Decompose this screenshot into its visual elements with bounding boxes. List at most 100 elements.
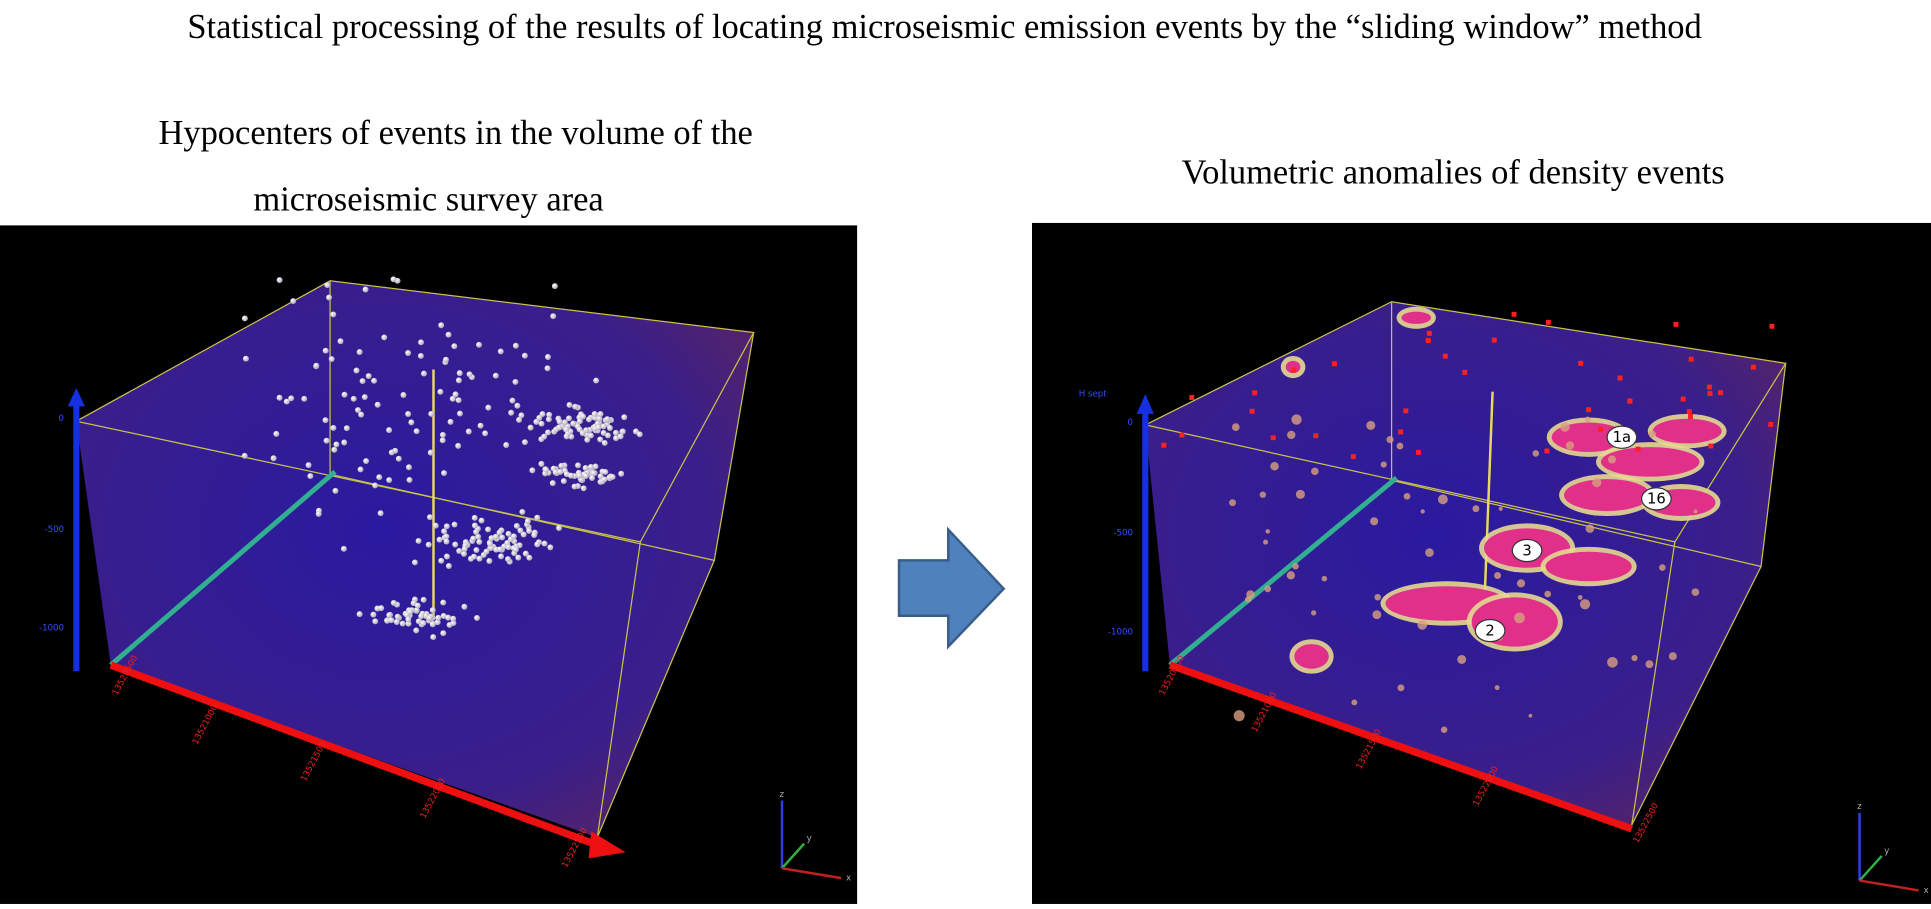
event-marker	[1598, 426, 1603, 432]
event-hypocenter	[543, 466, 550, 473]
event-hypocenter	[514, 402, 521, 409]
event-hypocenter	[288, 395, 295, 402]
triad-label: x	[846, 874, 851, 884]
event-hypocenter	[583, 427, 590, 434]
box-edges	[74, 280, 755, 838]
event-marker	[1627, 398, 1633, 404]
event-hypocenter	[476, 538, 483, 545]
event-hypocenter	[370, 611, 377, 618]
event-hypocenter	[522, 550, 529, 557]
event-hypocenter	[413, 428, 420, 435]
small-anomaly	[1691, 588, 1700, 596]
small-anomaly	[1287, 430, 1296, 440]
event-hypocenter	[434, 619, 441, 626]
small-anomaly	[1396, 442, 1404, 450]
event-hypocenter	[470, 535, 477, 542]
event-hypocenter	[609, 474, 616, 480]
event-hypocenter	[276, 277, 283, 284]
event-hypocenter	[487, 540, 494, 547]
right-caption: Volumetric anomalies of density events	[1182, 154, 1725, 192]
event-hypocenter	[441, 528, 448, 535]
x-axis	[109, 661, 605, 851]
z-arrow	[1136, 394, 1154, 414]
event-hypocenter	[545, 416, 552, 423]
event-hypocenter	[544, 365, 551, 372]
event-hypocenter	[517, 527, 524, 534]
small-anomaly	[1291, 414, 1302, 425]
x-axis	[1168, 661, 1633, 833]
event-hypocenter	[534, 514, 541, 521]
event-hypocenter	[580, 485, 587, 492]
event-marker	[1161, 442, 1167, 448]
small-anomaly	[1544, 590, 1552, 598]
event-hypocenter	[414, 602, 421, 609]
event-hypocenter	[411, 559, 418, 566]
event-hypocenter	[575, 462, 581, 469]
small-anomaly	[1592, 477, 1602, 488]
event-marker	[1252, 390, 1258, 396]
event-hypocenter	[451, 521, 458, 528]
event-hypocenter	[415, 618, 422, 625]
event-hypocenter	[450, 620, 457, 626]
event-hypocenter	[613, 435, 619, 442]
small-anomaly	[1229, 499, 1236, 507]
event-marker	[1617, 375, 1623, 381]
event-hypocenter	[427, 514, 433, 521]
event-hypocenter	[538, 460, 545, 467]
event-hypocenter	[636, 431, 643, 438]
event-hypocenter	[400, 392, 407, 398]
event-hypocenter	[582, 465, 589, 471]
event-hypocenter	[408, 419, 415, 426]
event-hypocenter	[449, 395, 456, 402]
event-marker	[1718, 390, 1724, 396]
event-hypocenter	[428, 410, 435, 417]
event-hypocenter	[541, 540, 548, 547]
depth-label: -500	[44, 525, 64, 535]
small-anomaly	[1417, 619, 1428, 630]
event-hypocenter	[556, 525, 562, 531]
event-hypocenter	[600, 429, 607, 436]
event-hypocenter	[413, 627, 420, 634]
small-anomaly	[1494, 685, 1500, 691]
event-hypocenter	[499, 534, 506, 541]
event-hypocenter	[596, 415, 603, 422]
event-hypocenter	[386, 612, 393, 619]
event-hypocenter	[381, 334, 388, 341]
event-hypocenter	[395, 455, 402, 462]
event-hypocenter	[450, 615, 457, 622]
small-anomaly	[1403, 492, 1411, 500]
event-hypocenter	[313, 362, 320, 369]
event-hypocenter	[443, 538, 450, 545]
small-anomaly	[1380, 461, 1387, 468]
small-anomaly	[1584, 416, 1591, 423]
event-marker	[1313, 433, 1319, 439]
event-marker	[1708, 443, 1714, 449]
small-anomaly	[1498, 506, 1503, 511]
density-anomaly	[1285, 360, 1301, 374]
event-hypocenter	[510, 533, 517, 540]
event-hypocenter	[509, 397, 516, 404]
event-marker	[1426, 330, 1432, 336]
event-hypocenter	[307, 473, 314, 480]
event-hypocenter	[492, 533, 499, 540]
event-hypocenter	[483, 548, 490, 555]
event-marker	[1249, 408, 1255, 414]
event-marker	[1680, 396, 1686, 402]
event-hypocenter	[405, 616, 412, 623]
event-hypocenter	[445, 563, 452, 569]
event-marker	[1578, 360, 1584, 366]
small-anomaly	[1516, 579, 1526, 588]
event-hypocenter	[561, 419, 568, 426]
event-hypocenter	[587, 432, 594, 439]
event-hypocenter	[513, 522, 520, 529]
event-hypocenter	[471, 522, 478, 529]
event-hypocenter	[563, 433, 570, 440]
event-hypocenter	[377, 510, 384, 517]
event-hypocenter	[332, 487, 339, 494]
event-marker	[1769, 323, 1775, 329]
event-hypocenter	[341, 439, 348, 446]
event-hypocenter	[445, 331, 452, 338]
event-hypocenter	[322, 417, 329, 424]
event-hypocenter	[432, 522, 439, 529]
small-anomaly	[1693, 509, 1698, 514]
